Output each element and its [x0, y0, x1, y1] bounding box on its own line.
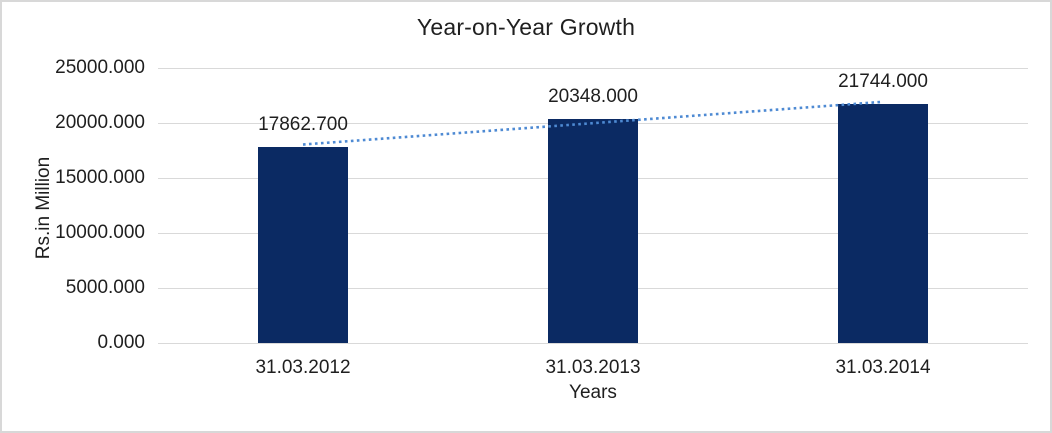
- y-tick-label: 25000.000: [55, 57, 145, 78]
- x-axis-title: Years: [569, 382, 617, 403]
- bar: [838, 103, 928, 343]
- x-tick-label: 31.03.2014: [835, 357, 931, 378]
- y-tick-label: 5000.000: [65, 277, 145, 298]
- y-tick-label: 20000.000: [55, 112, 145, 133]
- x-tick-label: 31.03.2012: [255, 357, 351, 378]
- gridline: [158, 342, 1028, 344]
- bar-data-label: 21744.000: [838, 70, 928, 92]
- y-tick-label: 15000.000: [55, 167, 145, 188]
- gridline: [158, 67, 1028, 69]
- y-tick-label: 0.000: [97, 332, 145, 353]
- y-tick-label: 10000.000: [55, 222, 145, 243]
- x-tick-label: 31.03.2013: [545, 357, 641, 378]
- bar-data-label: 17862.700: [258, 113, 348, 135]
- chart-title: Year-on-Year Growth: [416, 14, 636, 40]
- bar: [548, 119, 638, 343]
- bar-data-label: 20348.000: [548, 86, 638, 108]
- bar: [258, 146, 348, 343]
